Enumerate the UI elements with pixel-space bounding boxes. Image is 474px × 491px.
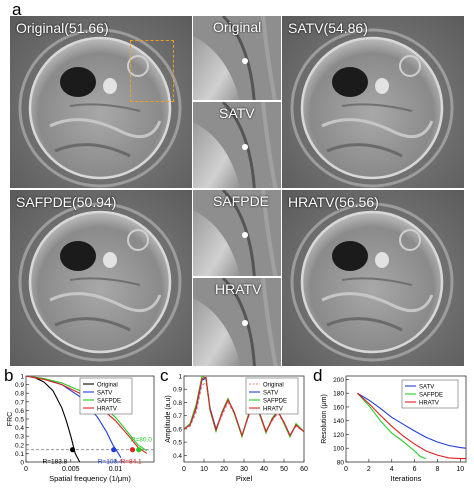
y-axis-label: Amplitude (a.u)	[165, 395, 172, 442]
resolution-label: R=100.4	[98, 459, 123, 466]
zoom-label-safpde: SAFPDE	[213, 193, 270, 209]
y-tick-label: 0.1	[15, 451, 24, 458]
y-tick-label: 0.7	[15, 399, 24, 406]
resolution-label: R=183.8	[43, 459, 68, 466]
legend-label: SAFPDE	[419, 392, 443, 398]
zoom-safpde: SAFPDE	[193, 190, 281, 276]
resolution-marker	[129, 447, 136, 453]
y-axis-label: Resolution (μm)	[321, 394, 328, 444]
resolution-marker	[69, 447, 76, 453]
resolution-marker	[136, 447, 142, 453]
series-line-safpde	[356, 392, 427, 460]
legend-label: SATV	[97, 390, 112, 396]
panel-b-letter: b	[4, 366, 14, 385]
x-tick-label: 0.01	[109, 466, 123, 473]
x-axis-label: Spatial frequency (1/μm)	[49, 474, 131, 483]
x-tick-label: 0	[24, 466, 28, 473]
x-tick-label: 60	[300, 466, 308, 473]
zoom-hratv: HRATV	[193, 278, 281, 366]
resolution-marker	[111, 447, 117, 453]
y-tick-label: 200	[333, 377, 344, 384]
tile-label-original: Original(51.66)	[16, 20, 109, 36]
x-tick-label: 50	[280, 466, 288, 473]
series-line-hratv	[183, 376, 305, 438]
y-tick-label: 0.3	[15, 434, 24, 441]
tile-label-hratv: HRATV(56.56)	[288, 194, 379, 210]
x-tick-label: 0	[182, 466, 186, 473]
legend-label: Original	[263, 382, 284, 388]
chart-resolution: 0 2 4 6 8 10 80 100 120 140 160 180 200 Iterations Res…	[310, 370, 474, 486]
image-original: Original(51.66)	[10, 16, 192, 188]
tile-label-safpde: SAFPDE(50.94)	[16, 194, 117, 210]
x-tick-label: 20	[220, 466, 228, 473]
resolution-label: R=80.0	[131, 437, 153, 444]
y-tick-label: 0.8	[15, 391, 24, 398]
x-tick-label: 0	[344, 466, 348, 473]
y-tick-label: 0.6	[15, 408, 24, 415]
roi-box	[130, 40, 174, 102]
image-hratv: HRATV(56.56)	[282, 190, 464, 366]
x-tick-label: 8	[435, 466, 439, 473]
image-safpde: SAFPDE(50.94)	[10, 190, 192, 366]
legend-label: HRATV	[263, 406, 283, 412]
x-tick-label: 30	[240, 466, 248, 473]
x-tick-label: 40	[260, 466, 268, 473]
y-tick-label: 1	[178, 374, 182, 381]
x-axis-label: Pixel	[236, 474, 253, 483]
chart-amplitude: 0 10 20 30 40 50 60 0.4 0.5 0.6 0.7 0.8 0.9 1 Pixel Amp…	[160, 370, 310, 486]
panel-c-letter: c	[160, 366, 169, 385]
legend-label: Original	[97, 382, 118, 388]
x-tick-label: 6	[413, 466, 417, 473]
legend-label: SAFPDE	[97, 398, 121, 404]
x-axis-label: Iterations	[391, 474, 422, 483]
chart-frc: 0 0.005 0.01 0 0.1 0.2 0.3 0.4 0.5 0.6 0.7 0.8 0.9 1 S…	[0, 370, 162, 486]
zoom-label-satv: SATV	[219, 105, 255, 121]
panel-a-letter: a	[12, 0, 22, 19]
y-tick-label: 0.6	[173, 426, 182, 433]
y-tick-label: 80	[337, 460, 345, 467]
y-tick-label: 0.5	[15, 417, 24, 424]
legend-label: SATV	[263, 390, 278, 396]
x-tick-label: 10	[456, 466, 464, 473]
y-tick-label: 0.4	[15, 425, 24, 432]
y-tick-label: 0.8	[173, 400, 182, 407]
x-tick-label: 2	[367, 466, 371, 473]
y-tick-label: 0.4	[173, 453, 182, 460]
y-tick-label: 0.9	[15, 382, 24, 389]
zoom-satv: SATV	[193, 102, 281, 188]
y-tick-label: 100	[333, 446, 344, 453]
series-line-satv	[357, 392, 467, 449]
zoom-original: Original	[193, 16, 281, 100]
x-tick-label: 10	[200, 466, 208, 473]
legend-label: HRATV	[97, 406, 117, 412]
y-tick-label: 0.2	[15, 442, 24, 449]
y-axis-label: FRC	[7, 412, 14, 426]
zoom-label-hratv: HRATV	[215, 281, 262, 297]
y-tick-label: 160	[333, 404, 344, 411]
legend-label: SATV	[419, 384, 434, 390]
y-tick-label: 0	[20, 460, 24, 467]
panel-d-letter: d	[313, 366, 323, 385]
tile-label-satv: SATV(54.86)	[288, 20, 368, 36]
series-line-hratv	[357, 392, 466, 460]
legend-label: HRATV	[419, 400, 439, 406]
y-tick-label: 0.7	[173, 413, 182, 420]
x-tick-label: 4	[390, 466, 394, 473]
resolution-label: R=84.1	[121, 459, 143, 466]
y-tick-label: 0.5	[173, 440, 182, 447]
y-tick-label: 0.9	[173, 387, 182, 394]
zoom-label-original: Original	[213, 19, 262, 35]
y-tick-label: 140	[333, 418, 344, 425]
image-satv: SATV(54.86)	[282, 16, 464, 188]
legend-label: SAFPDE	[263, 398, 287, 404]
y-tick-label: 180	[333, 391, 344, 398]
y-tick-label: 120	[333, 432, 344, 439]
y-tick-label: 1	[20, 374, 24, 381]
x-tick-label: 0.005	[62, 466, 80, 473]
